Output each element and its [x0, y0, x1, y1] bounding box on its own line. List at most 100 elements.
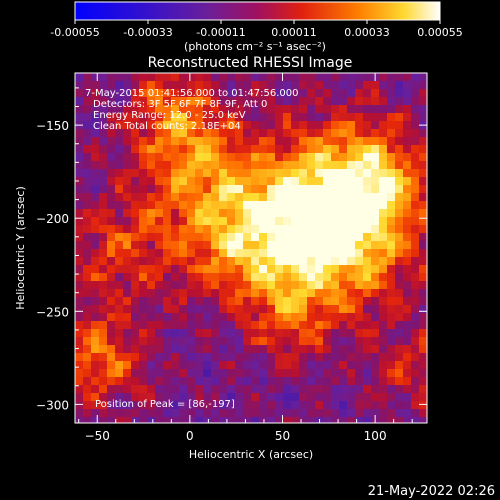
heatmap-cell	[115, 305, 124, 314]
heatmap-cell	[139, 97, 148, 106]
heatmap-cell	[99, 257, 108, 266]
heatmap-cell	[219, 289, 228, 298]
heatmap-cell	[339, 217, 348, 226]
heatmap-cell	[347, 145, 356, 154]
heatmap-cell	[411, 353, 420, 362]
heatmap-cell	[187, 177, 196, 186]
heatmap-cell	[195, 105, 204, 114]
heatmap-cell	[83, 201, 92, 210]
heatmap-cell	[227, 73, 236, 82]
heatmap-cell	[203, 361, 212, 370]
heatmap-cell	[411, 385, 420, 394]
heatmap-cell	[147, 201, 156, 210]
heatmap-cell	[75, 249, 84, 258]
heatmap-cell	[235, 393, 244, 402]
heatmap-cell	[83, 393, 92, 402]
heatmap-cell	[235, 217, 244, 226]
heatmap-cell	[243, 73, 252, 82]
heatmap-cell	[403, 281, 412, 290]
heatmap-cell	[331, 81, 340, 90]
heatmap-cell	[99, 393, 108, 402]
heatmap-cell	[291, 105, 300, 114]
heatmap-cell	[171, 377, 180, 386]
heatmap-cell	[147, 369, 156, 378]
heatmap-cell	[355, 281, 364, 290]
heatmap-cell	[387, 225, 396, 234]
heatmap-cell	[227, 321, 236, 330]
heatmap-cell	[171, 161, 180, 170]
heatmap-cell	[235, 409, 244, 418]
heatmap-cell	[123, 129, 132, 138]
heatmap-cell	[195, 73, 204, 82]
heatmap-cell	[419, 297, 427, 306]
heatmap-cell	[395, 105, 404, 114]
heatmap-cell	[363, 345, 372, 354]
heatmap-cell	[75, 377, 84, 386]
heatmap-cell	[139, 225, 148, 234]
heatmap-cell	[243, 361, 252, 370]
heatmap-cell	[267, 401, 276, 410]
heatmap-cell	[395, 385, 404, 394]
heatmap-cell	[227, 353, 236, 362]
heatmap-cell	[171, 321, 180, 330]
heatmap-cell	[179, 393, 188, 402]
heatmap-cell	[347, 321, 356, 330]
heatmap-cell	[235, 121, 244, 130]
heatmap-cell	[123, 297, 132, 306]
heatmap-cell	[211, 329, 220, 338]
heatmap-cell	[211, 217, 220, 226]
heatmap-cell	[331, 417, 340, 423]
heatmap-cell	[339, 321, 348, 330]
heatmap-cell	[363, 377, 372, 386]
heatmap-cell	[275, 177, 284, 186]
heatmap-cell	[363, 281, 372, 290]
heatmap-cell	[275, 201, 284, 210]
heatmap-cell	[219, 145, 228, 154]
heatmap-cell	[363, 393, 372, 402]
heatmap-cell	[419, 377, 427, 386]
heatmap-cell	[99, 377, 108, 386]
heatmap-cell	[227, 385, 236, 394]
heatmap-cell	[131, 121, 140, 130]
heatmap-cell	[99, 201, 108, 210]
heatmap-cell	[139, 377, 148, 386]
heatmap-cell	[395, 241, 404, 250]
heatmap-cell	[139, 73, 148, 82]
heatmap-cell	[347, 233, 356, 242]
heatmap-cell	[347, 265, 356, 274]
heatmap-cell	[419, 417, 427, 423]
heatmap-cell	[331, 169, 340, 178]
heatmap-cell	[275, 89, 284, 98]
heatmap-cell	[291, 89, 300, 98]
heatmap-cell	[115, 201, 124, 210]
heatmap-cell	[347, 129, 356, 138]
heatmap-cell	[411, 369, 420, 378]
heatmap-cell	[395, 97, 404, 106]
heatmap-cell	[315, 81, 324, 90]
heatmap-cell	[107, 393, 116, 402]
heatmap-cell	[155, 193, 164, 202]
heatmap-cell	[363, 417, 372, 423]
heatmap-cell	[123, 193, 132, 202]
heatmap-cell	[307, 145, 316, 154]
heatmap-cell	[131, 361, 140, 370]
heatmap-cell	[227, 409, 236, 418]
colorbar-gradient	[74, 1, 441, 21]
heatmap-cell	[251, 161, 260, 170]
heatmap-cell	[195, 89, 204, 98]
heatmap-cell	[299, 241, 308, 250]
heatmap-cell	[195, 337, 204, 346]
heatmap-cell	[299, 113, 308, 122]
heatmap-cell	[411, 257, 420, 266]
heatmap-cell	[315, 105, 324, 114]
heatmap-cell	[347, 217, 356, 226]
heatmap-cell	[299, 217, 308, 226]
heatmap-cell	[75, 217, 84, 226]
heatmap-cell	[155, 345, 164, 354]
heatmap-cell	[331, 185, 340, 194]
heatmap-cell	[379, 105, 388, 114]
heatmap-cell	[203, 121, 212, 130]
heatmap-cell	[419, 161, 427, 170]
heatmap-cell	[315, 113, 324, 122]
heatmap-cell	[195, 393, 204, 402]
